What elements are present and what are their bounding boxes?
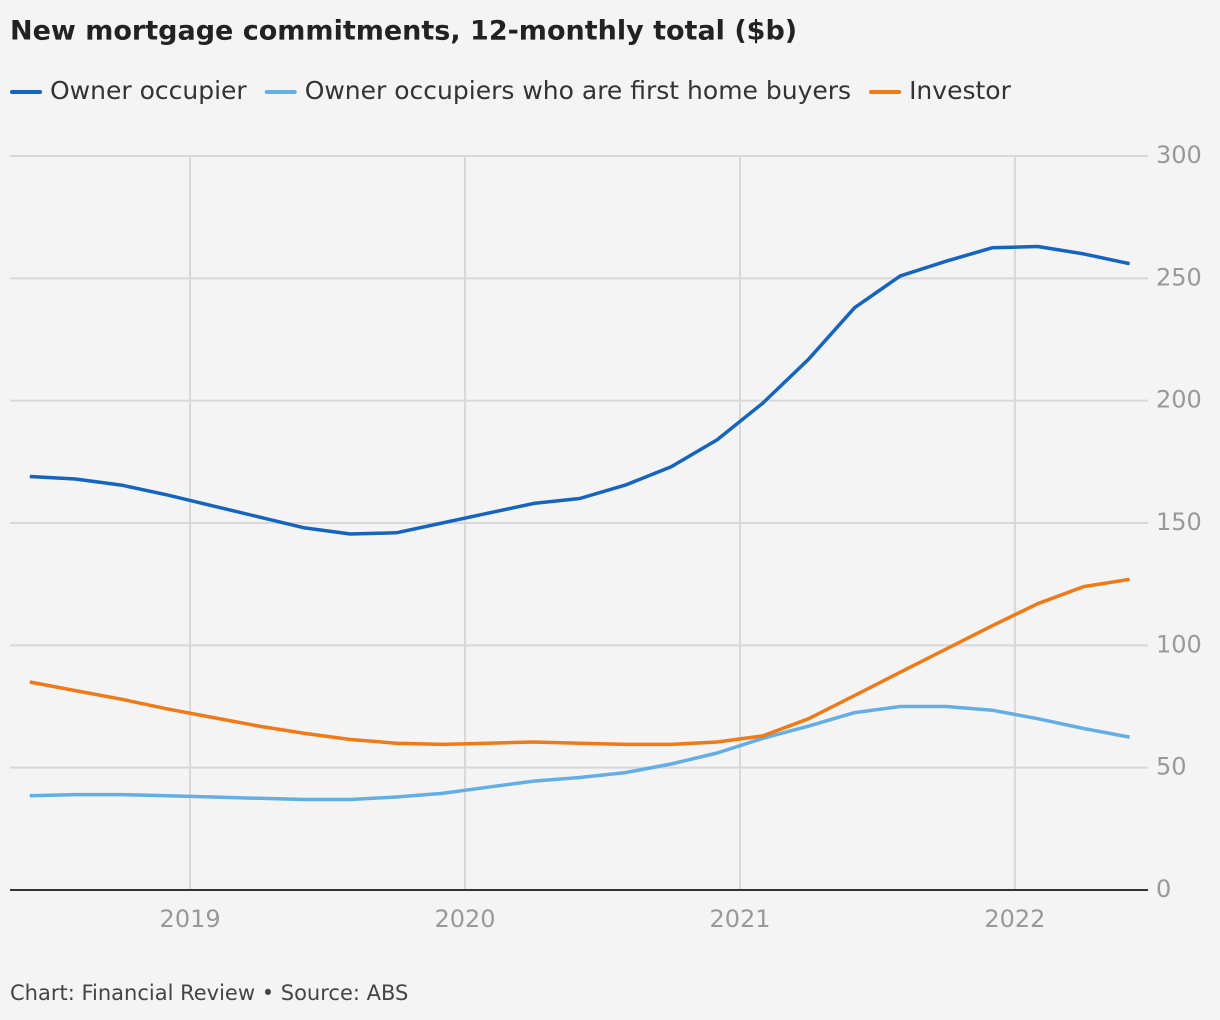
x-tick-label: 2021 xyxy=(709,905,770,933)
y-tick-label: 100 xyxy=(1156,630,1202,658)
y-tick-label: 200 xyxy=(1156,386,1202,414)
legend-label: Owner occupiers who are first home buyer… xyxy=(305,76,851,105)
legend-label: Owner occupier xyxy=(50,76,247,105)
y-tick-label: 150 xyxy=(1156,508,1202,536)
legend-label: Investor xyxy=(909,76,1012,105)
series-line xyxy=(29,577,1130,747)
y-tick-label: 0 xyxy=(1156,875,1171,903)
x-tick-label: 2022 xyxy=(984,905,1045,933)
y-tick-label: 300 xyxy=(1156,141,1202,169)
series-line xyxy=(29,244,1130,536)
x-tick-label: 2019 xyxy=(160,905,221,933)
chart-title: New mortgage commitments, 12-monthly tot… xyxy=(10,16,797,47)
y-tick-label: 250 xyxy=(1156,263,1202,291)
series-line xyxy=(29,704,1130,802)
x-tick-label: 2020 xyxy=(434,905,495,933)
y-tick-label: 50 xyxy=(1156,753,1187,781)
source-note: Chart: Financial Review • Source: ABS xyxy=(10,981,408,1005)
